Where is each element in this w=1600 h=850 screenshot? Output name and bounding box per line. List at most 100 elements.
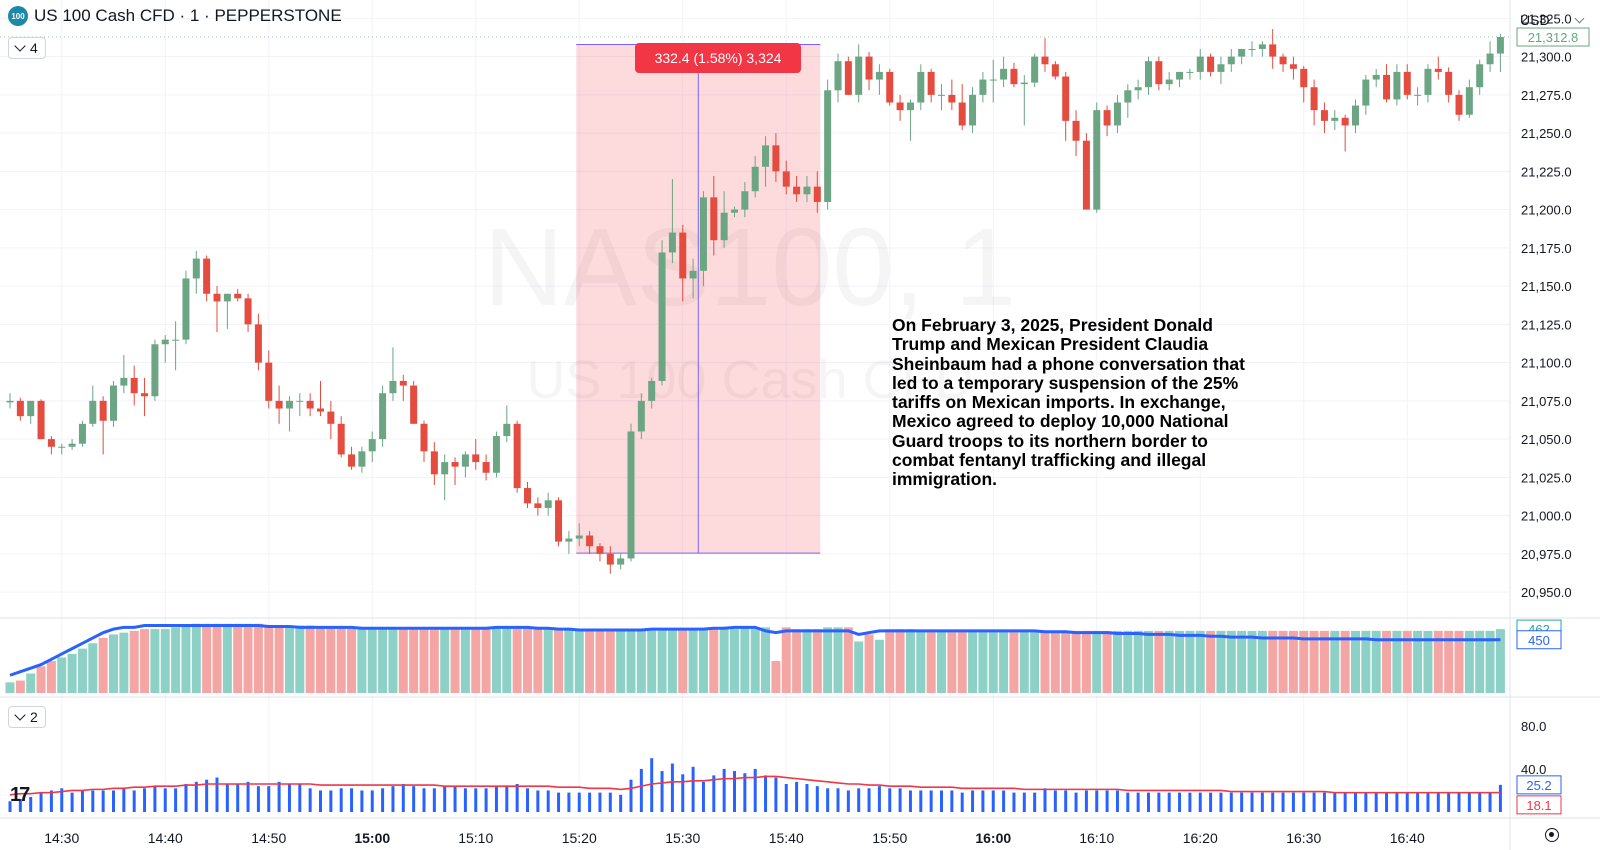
annotation-text[interactable]: On February 3, 2025, President Donald Tr… bbox=[892, 315, 1245, 490]
volume-bar bbox=[378, 627, 388, 693]
candle-body bbox=[223, 293, 231, 302]
volume-bar bbox=[419, 629, 429, 693]
volume-bar bbox=[885, 629, 895, 693]
volume-bar bbox=[119, 632, 129, 693]
indicator-bar bbox=[877, 786, 881, 812]
volume-bar bbox=[616, 630, 626, 693]
volume-bar bbox=[274, 625, 284, 693]
tradingview-logo-icon[interactable]: 17 bbox=[10, 784, 30, 806]
volume-bar bbox=[347, 627, 357, 693]
time-tick-label: 16:20 bbox=[1183, 830, 1218, 846]
volume-bar bbox=[150, 629, 160, 693]
indicator-bar bbox=[246, 781, 250, 812]
currency-label: USD bbox=[1520, 12, 1550, 28]
candle-body bbox=[1124, 90, 1132, 103]
indicator-bar bbox=[588, 792, 592, 812]
indicator-bar bbox=[1136, 792, 1140, 812]
candle-body bbox=[192, 258, 200, 279]
volume-bar bbox=[1009, 630, 1019, 693]
volume-bar bbox=[191, 623, 201, 693]
indicator-bar bbox=[1012, 792, 1016, 812]
indicator-bar bbox=[722, 768, 726, 812]
candle-body bbox=[658, 252, 666, 381]
indicator-bar bbox=[401, 784, 405, 812]
time-tick-label: 16:40 bbox=[1390, 830, 1425, 846]
candle-body bbox=[627, 431, 635, 559]
indicator-bar bbox=[867, 788, 871, 812]
measure-label: 332.4 (1.58%) 3,324 bbox=[635, 43, 801, 73]
candle-body bbox=[989, 79, 997, 81]
volume-bar bbox=[781, 627, 791, 693]
indicator-bar bbox=[1084, 790, 1088, 812]
volume-bar bbox=[864, 634, 874, 693]
candle-body bbox=[1424, 68, 1432, 95]
volume-bar bbox=[409, 629, 419, 693]
indicator-bar bbox=[1198, 792, 1202, 812]
candle-body bbox=[265, 362, 273, 401]
indicator-bar bbox=[826, 788, 830, 812]
indicator-ma-line bbox=[9, 775, 1501, 796]
candle-body bbox=[648, 380, 656, 401]
volume-bar bbox=[284, 625, 294, 693]
indicator-bar bbox=[215, 777, 219, 812]
indicator-bar bbox=[1209, 792, 1213, 812]
volume-bar bbox=[1061, 630, 1071, 693]
volume-bar bbox=[212, 623, 222, 693]
currency-selector[interactable]: USD bbox=[1513, 6, 1593, 34]
candle-body bbox=[1062, 76, 1070, 121]
indicator-bar bbox=[381, 788, 385, 812]
indicator-bar bbox=[1416, 792, 1420, 812]
time-tick-label: 15:50 bbox=[872, 830, 907, 846]
volume-bar bbox=[595, 630, 605, 693]
chart-title[interactable]: US 100 Cash CFD · 1 · PEPPERSTONE bbox=[34, 6, 342, 25]
volume-bar bbox=[833, 627, 843, 693]
candle-body bbox=[1103, 110, 1111, 126]
volume-bar bbox=[916, 630, 926, 693]
candle-body bbox=[317, 408, 324, 412]
indicator-bar bbox=[122, 788, 126, 812]
candle-body bbox=[1320, 110, 1328, 121]
volume-bar bbox=[812, 629, 822, 693]
volume-bar bbox=[264, 625, 274, 693]
candle-body bbox=[1331, 117, 1339, 121]
indicator-bar bbox=[101, 790, 105, 812]
candle-body bbox=[1082, 140, 1090, 210]
volume-bar bbox=[1495, 629, 1505, 693]
volume-bar bbox=[1423, 630, 1433, 693]
candle-body bbox=[958, 102, 966, 126]
candle-body bbox=[68, 443, 76, 447]
indicator-bar bbox=[1250, 792, 1254, 812]
volume-bar bbox=[947, 630, 957, 693]
indicator-bar bbox=[1457, 792, 1461, 812]
candle-body bbox=[927, 71, 935, 95]
volume-bar bbox=[1123, 630, 1133, 693]
price-tick-label: 21,175.0 bbox=[1521, 241, 1572, 256]
indicator-bar bbox=[1271, 792, 1275, 812]
indicators-count: 4 bbox=[30, 40, 38, 56]
indicator-bar bbox=[991, 790, 995, 812]
candle-body bbox=[399, 380, 407, 386]
indicator-bar bbox=[929, 790, 933, 812]
candle-body bbox=[1414, 94, 1422, 96]
indicator-bar bbox=[153, 786, 157, 812]
candle-body bbox=[141, 393, 149, 397]
candle-body bbox=[834, 61, 842, 91]
candle-body bbox=[89, 400, 97, 424]
candle-body bbox=[348, 454, 356, 467]
volume-bar bbox=[1154, 630, 1164, 693]
price-tick-label: 21,200.0 bbox=[1521, 203, 1572, 218]
candle-body bbox=[27, 400, 35, 417]
candle-body bbox=[596, 546, 604, 554]
indicators-toggle-button[interactable]: 4 bbox=[8, 37, 46, 59]
settings-icon[interactable] bbox=[1545, 828, 1559, 842]
volume-bar bbox=[429, 629, 439, 693]
indicator-bar bbox=[1467, 792, 1471, 812]
volume-bar bbox=[626, 630, 636, 693]
indicator-bar bbox=[1229, 792, 1233, 812]
volume-bar bbox=[1175, 630, 1185, 693]
candle-body bbox=[1207, 56, 1215, 72]
lower-pane-toggle-button[interactable]: 2 bbox=[8, 706, 46, 728]
volume-bar bbox=[222, 623, 232, 693]
candle-body bbox=[875, 71, 883, 80]
